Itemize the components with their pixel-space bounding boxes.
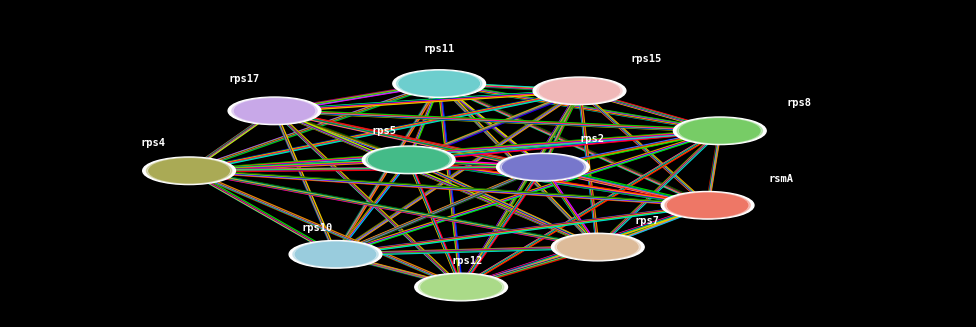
Circle shape <box>677 118 762 144</box>
Circle shape <box>665 193 751 218</box>
Circle shape <box>289 241 382 268</box>
Circle shape <box>557 235 638 259</box>
Circle shape <box>497 153 590 181</box>
Circle shape <box>296 242 376 266</box>
Text: rps5: rps5 <box>372 126 397 136</box>
Circle shape <box>142 157 235 184</box>
Text: rps4: rps4 <box>140 138 165 148</box>
Circle shape <box>421 275 502 299</box>
Circle shape <box>232 98 317 124</box>
Circle shape <box>396 71 482 96</box>
Circle shape <box>393 70 486 97</box>
Circle shape <box>146 158 232 183</box>
Text: rps15: rps15 <box>630 54 663 63</box>
Text: rps11: rps11 <box>424 44 455 54</box>
Circle shape <box>662 192 754 219</box>
Circle shape <box>228 97 321 125</box>
Circle shape <box>501 154 586 180</box>
Circle shape <box>533 77 626 105</box>
Text: rps12: rps12 <box>452 256 483 266</box>
Circle shape <box>149 159 229 183</box>
Text: rps2: rps2 <box>579 133 604 144</box>
Circle shape <box>537 78 623 104</box>
Text: rps7: rps7 <box>634 216 659 226</box>
Circle shape <box>419 274 504 300</box>
Circle shape <box>234 99 314 123</box>
Circle shape <box>362 146 455 174</box>
Text: rps8: rps8 <box>787 98 812 108</box>
Circle shape <box>399 72 479 95</box>
Text: rsmA: rsmA <box>768 174 793 184</box>
Circle shape <box>366 147 452 173</box>
Circle shape <box>668 193 748 217</box>
Circle shape <box>679 119 760 143</box>
Circle shape <box>539 79 620 103</box>
Text: rps10: rps10 <box>302 223 333 233</box>
Text: rps17: rps17 <box>228 74 260 84</box>
Circle shape <box>555 234 640 260</box>
Circle shape <box>551 233 644 261</box>
Circle shape <box>503 155 584 179</box>
Circle shape <box>293 242 379 267</box>
Circle shape <box>369 148 449 172</box>
Circle shape <box>673 117 766 145</box>
Circle shape <box>415 273 508 301</box>
